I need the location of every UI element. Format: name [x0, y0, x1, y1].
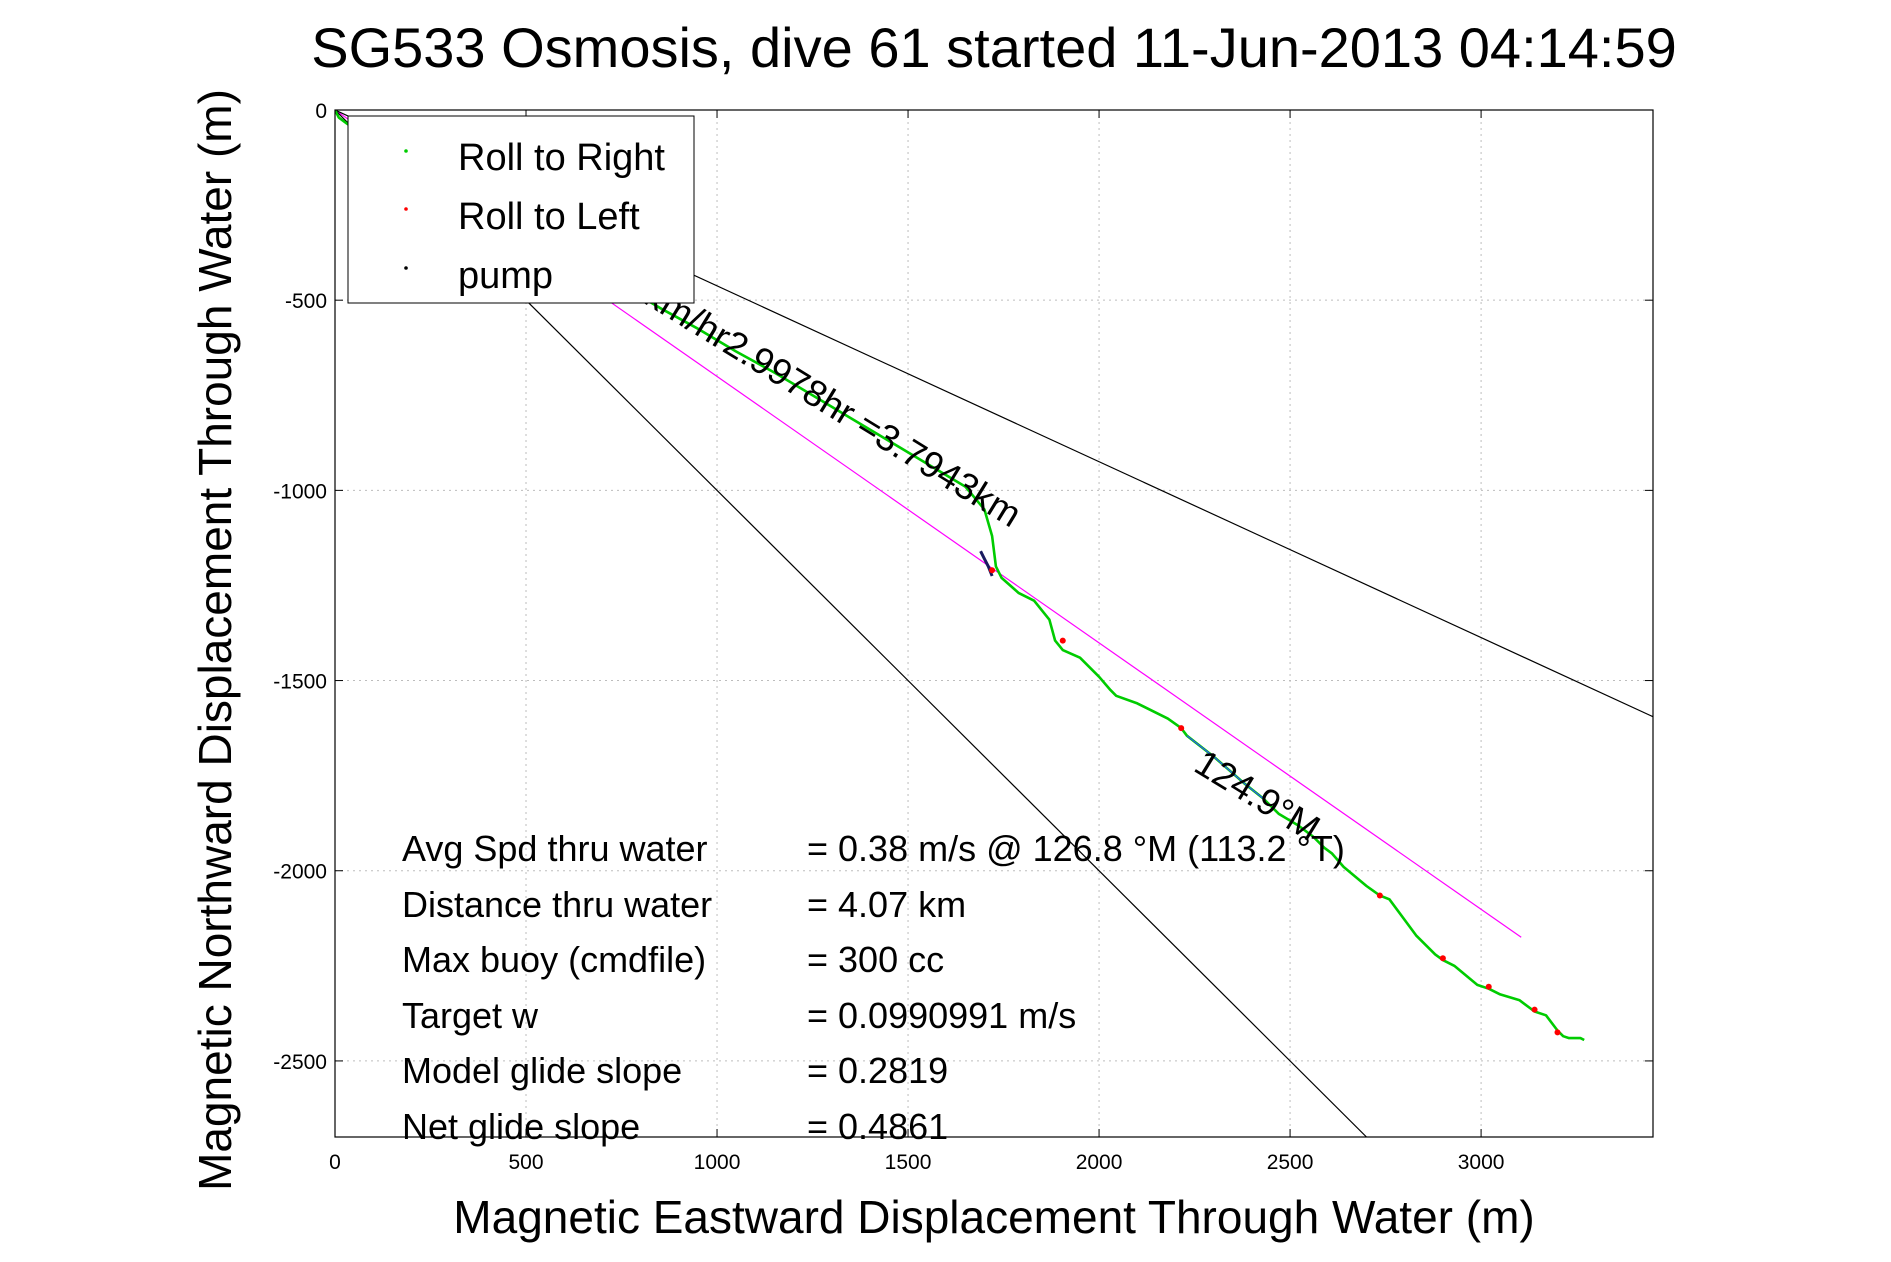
- stat-value-max-buoy: = 300 cc: [807, 939, 944, 980]
- x-tick-label-0: 0: [329, 1151, 341, 1174]
- stat-label-net-glide: Net glide slope: [402, 1106, 640, 1147]
- legend: Roll to Right Roll to Left pump: [347, 115, 695, 304]
- roll-left-point-2: [1178, 725, 1185, 732]
- plot-frame: [334, 109, 1654, 1138]
- roll-left-point-1: [1059, 637, 1066, 644]
- x-tick-label-5: 2500: [1267, 1151, 1314, 1174]
- track-dive-segment: [1186, 735, 1264, 799]
- stat-value-net-glide: = 0.4861: [807, 1106, 948, 1147]
- stat-value-target-w: = 0.0990991 m/s: [807, 995, 1076, 1036]
- grid: [335, 110, 1653, 1137]
- axis-ticks: 0 500 1000 1500 2000 2500 3000 0 -500 -1000 -1500 -…: [273, 100, 1653, 1174]
- x-tick-label-6: 3000: [1458, 1151, 1505, 1174]
- roll-left-point-7: [1554, 1029, 1561, 1036]
- roll-left-point-5: [1485, 983, 1492, 990]
- legend-label-roll-left: Roll to Left: [458, 196, 640, 238]
- stat-label-target-w: Target w: [402, 995, 539, 1036]
- stat-label-distance: Distance thru water: [402, 884, 712, 925]
- stats-block: Avg Spd thru water = 0.38 m/s @ 126.8 °M…: [402, 828, 1345, 1147]
- stat-label-max-buoy: Max buoy (cmdfile): [402, 939, 706, 980]
- y-tick-label-1: -500: [285, 290, 327, 313]
- y-tick-label-3: -1500: [273, 671, 327, 694]
- legend-label-pump: pump: [458, 255, 553, 297]
- stat-value-model-glide: = 0.2819: [807, 1050, 948, 1091]
- y-tick-label-2: -1000: [273, 480, 327, 503]
- roll-left-point-3: [1376, 892, 1383, 899]
- roll-left-point-6: [1531, 1006, 1538, 1013]
- x-tick-label-2: 1000: [694, 1151, 741, 1174]
- x-axis-label: Magnetic Eastward Displacement Through W…: [453, 1191, 1534, 1243]
- x-tick-label-4: 2000: [1076, 1151, 1123, 1174]
- stat-value-distance: = 4.07 km: [807, 884, 966, 925]
- legend-marker-pump: [404, 266, 408, 270]
- x-tick-label-1: 500: [508, 1151, 543, 1174]
- stat-label-avg-speed: Avg Spd thru water: [402, 828, 708, 869]
- y-tick-label-5: -2500: [273, 1051, 327, 1074]
- legend-marker-roll-left: [404, 207, 408, 211]
- legend-marker-roll-right: [404, 149, 408, 153]
- roll-left-points: [989, 567, 1561, 1036]
- chart-title: SG533 Osmosis, dive 61 started 11-Jun-20…: [311, 16, 1677, 79]
- x-tick-label-3: 1500: [885, 1151, 932, 1174]
- stat-value-avg-speed: = 0.38 m/s @ 126.8 °M (113.2 °T): [807, 828, 1345, 869]
- stat-label-model-glide: Model glide slope: [402, 1050, 682, 1091]
- roll-left-point-4: [1439, 955, 1446, 962]
- roll-left-point-0: [989, 567, 996, 574]
- y-axis-label: Magnetic Northward Displacement Through …: [189, 89, 241, 1191]
- y-tick-label-4: -2000: [273, 861, 327, 884]
- y-tick-label-0: 0: [315, 100, 327, 123]
- legend-label-roll-right: Roll to Right: [458, 137, 665, 179]
